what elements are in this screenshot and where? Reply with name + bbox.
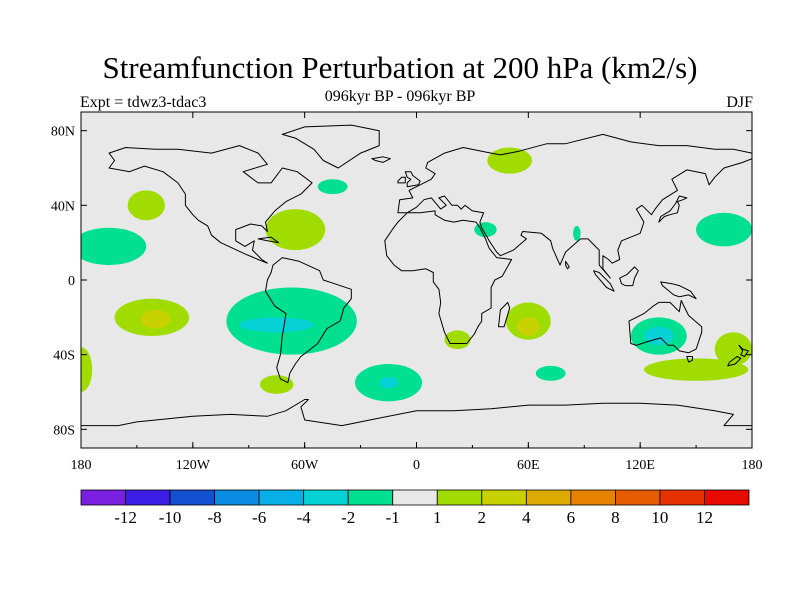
anomaly-s-america-neg-core	[239, 317, 314, 333]
anomaly-n-atlantic-neg	[317, 179, 348, 195]
colorbar-label: -4	[297, 508, 312, 527]
colorbar-label: -10	[159, 508, 182, 527]
coastline-australia	[628, 300, 703, 354]
coastline-south-america	[265, 257, 352, 384]
anomaly-s-indian-neg	[535, 365, 566, 381]
coastline-sumatra	[593, 270, 615, 292]
colorbar-label: 2	[478, 508, 487, 527]
colorbar-label: 6	[567, 508, 576, 527]
coastline-new-zealand-south	[727, 356, 742, 367]
anomaly-layer	[81, 147, 752, 402]
anomaly-s-pacific-edge-pos	[81, 347, 93, 392]
coastline-madagascar	[498, 301, 511, 328]
colorbar-label: -1	[386, 508, 400, 527]
x-tick-label: 60E	[517, 458, 540, 473]
colorbar-label: 4	[522, 508, 531, 527]
colorbar-swatch	[80, 489, 126, 506]
anomaly-n-pacific-pos	[127, 190, 165, 221]
experiment-label: Expt = tdwz3-tdac3	[80, 94, 207, 111]
map-axes: 180 120W 60W 0 60E 120E 180 80N 40N 0 40S 80S	[51, 112, 763, 473]
anomaly-siberia-pos	[487, 147, 533, 174]
colorbar-label: -12	[114, 508, 137, 527]
x-tick-label: 120E	[625, 458, 655, 473]
colorbar-swatch	[169, 489, 215, 506]
anomaly-nw-pacific-neg	[696, 212, 752, 247]
colorbar-label: 1	[433, 508, 442, 527]
season-label: DJF	[726, 94, 753, 111]
colorbar: -12 -10 -8 -6 -4 -2 -1 1 2 4 6 8 10 12	[80, 489, 750, 527]
x-tick-label: 180	[742, 458, 763, 473]
colorbar-swatch	[659, 489, 705, 506]
colorbar-swatch	[570, 489, 616, 506]
x-tick-label: 180	[71, 458, 92, 473]
colorbar-label: -2	[341, 508, 355, 527]
coastline-new-guinea	[660, 281, 697, 300]
colorbar-swatch	[481, 489, 527, 506]
anomaly-australia-neg-core	[643, 326, 674, 346]
anomaly-n-america-pos	[265, 209, 326, 251]
x-tick-label: 120W	[176, 458, 211, 473]
coastline-sri-lanka	[565, 260, 570, 270]
coastline-antarctica	[81, 399, 752, 427]
map-background	[81, 112, 752, 448]
colorbar-swatch	[303, 489, 349, 506]
x-tick-label: 60W	[291, 458, 319, 473]
colorbar-label: 12	[696, 508, 713, 527]
colorbar-swatch	[258, 489, 305, 506]
colorbar-label: -6	[252, 508, 266, 527]
anomaly-subtrop-n-pacific-neg	[81, 227, 147, 266]
coastline-north-america	[108, 145, 313, 264]
colorbar-swatch	[214, 489, 260, 506]
anomaly-tasman-pos	[643, 358, 749, 381]
colorbar-label: 10	[651, 508, 668, 527]
colorbar-swatch	[704, 489, 750, 506]
chart-title: Streamfunction Perturbation at 200 hPa (…	[102, 50, 698, 85]
x-tick-label: 0	[413, 458, 420, 473]
coastline-borneo	[619, 266, 639, 287]
y-tick-label: 40S	[53, 349, 75, 364]
coastline-new-zealand-north	[738, 344, 749, 357]
colorbar-label: 8	[611, 508, 620, 527]
y-tick-label: 80N	[51, 125, 75, 140]
chart-subtitle: 096kyr BP - 096kyr BP	[324, 88, 476, 105]
coastline-africa	[384, 210, 513, 344]
colorbar-swatch	[525, 489, 572, 506]
anomaly-mediterranean-neg	[474, 222, 497, 238]
y-tick-label: 80S	[53, 423, 75, 438]
coastline-layer	[81, 124, 752, 427]
anomaly-s-atlantic-neg-core	[379, 377, 398, 389]
anomaly-s-pacific-pos-core	[140, 309, 171, 329]
coastline-ireland	[397, 176, 406, 184]
anomaly-arabia-neg	[573, 225, 581, 241]
coastline-greenland	[281, 124, 380, 169]
anomaly-new-zealand-pos	[714, 332, 752, 366]
anomaly-madagascar-pos-core	[517, 317, 540, 336]
colorbar-swatch	[436, 489, 483, 506]
colorbar-swatch	[392, 489, 438, 506]
colorbar-label: -8	[208, 508, 222, 527]
coastline-japan	[658, 195, 688, 223]
anomaly-s-africa-pos	[444, 330, 471, 350]
y-tick-label: 0	[68, 274, 75, 289]
coastline-eurasia	[397, 133, 752, 279]
y-tick-label: 40N	[51, 199, 75, 214]
colorbar-swatch	[347, 489, 394, 506]
coastline-great-britain	[404, 171, 421, 188]
coastline-iceland	[371, 156, 391, 163]
anomaly-s-atlantic-pos	[259, 375, 294, 394]
coastline-cuba	[257, 236, 280, 244]
colorbar-swatch	[125, 489, 171, 506]
coastline-tasmania	[686, 356, 693, 363]
colorbar-swatch	[615, 489, 661, 506]
